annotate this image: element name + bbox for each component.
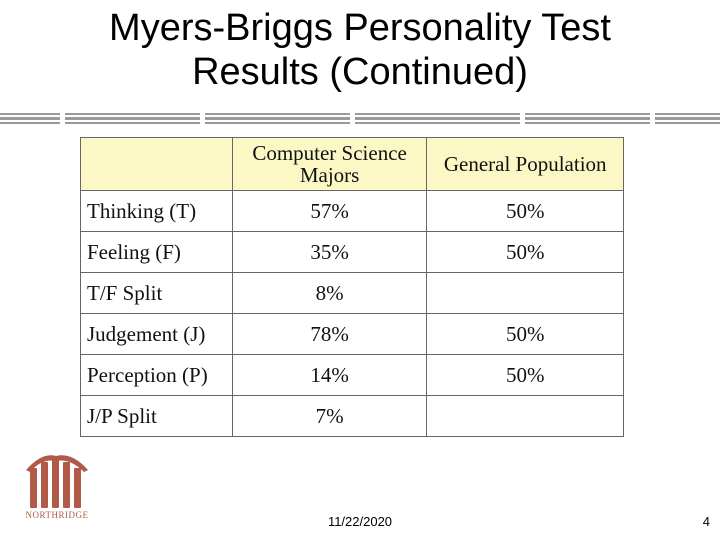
row-label: J/P Split [80, 395, 233, 437]
general-value [426, 395, 624, 437]
row-label: Thinking (T) [80, 190, 233, 232]
cs-value: 7% [231, 395, 428, 437]
header-cell-cs-majors: Computer Science Majors [231, 137, 428, 191]
footer-date: 11/22/2020 [327, 514, 393, 529]
table-row: Judgement (J) 78% 50% [80, 313, 624, 355]
cs-value: 78% [231, 313, 428, 355]
row-label: Feeling (F) [80, 231, 233, 273]
table-row: T/F Split 8% [80, 272, 624, 314]
cs-value: 57% [231, 190, 428, 232]
cs-value: 35% [231, 231, 428, 273]
results-table: Computer Science Majors General Populati… [80, 137, 624, 437]
row-label: T/F Split [80, 272, 233, 314]
header-cell-general-population: General Population [426, 137, 624, 191]
cs-value: 14% [231, 354, 428, 396]
title-line-1: Myers-Briggs Personality Test [109, 7, 611, 49]
university-logo-icon [22, 450, 92, 525]
general-value: 50% [426, 190, 624, 232]
table-row: Thinking (T) 57% 50% [80, 190, 624, 232]
cs-value: 8% [231, 272, 428, 314]
general-value: 50% [426, 313, 624, 355]
header-cell-empty [80, 137, 233, 191]
table-header-row: Computer Science Majors General Populati… [80, 137, 624, 191]
slide-title: Myers-Briggs Personality Test Results (C… [0, 6, 720, 94]
general-value: 50% [426, 231, 624, 273]
table-row: Perception (P) 14% 50% [80, 354, 624, 396]
title-line-2: Results (Continued) [192, 51, 528, 93]
general-value [426, 272, 624, 314]
row-label: Judgement (J) [80, 313, 233, 355]
table-row: Feeling (F) 35% 50% [80, 231, 624, 273]
page-number: 4 [702, 514, 710, 529]
title-divider [0, 113, 720, 125]
row-label: Perception (P) [80, 354, 233, 396]
logo-wordmark: NORTHRIDGE [25, 510, 89, 520]
table-row: J/P Split 7% [80, 395, 624, 437]
general-value: 50% [426, 354, 624, 396]
